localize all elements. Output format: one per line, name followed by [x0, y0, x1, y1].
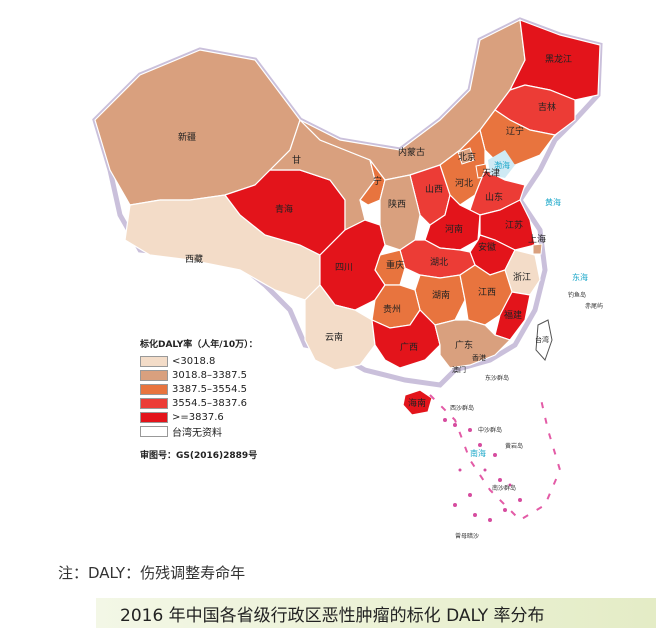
label-hainan: 海南 — [408, 397, 426, 409]
label-jiangsu: 江苏 — [505, 219, 523, 231]
label-jiangxi: 江西 — [478, 287, 496, 298]
label-donghai: 东海 — [572, 272, 588, 282]
province-hubei — [399, 239, 476, 279]
province-hainan — [402, 389, 433, 416]
label-nanhai: 南海 — [470, 448, 486, 458]
label-macau: 澳门 — [452, 365, 466, 374]
province-liaoning — [479, 109, 557, 166]
legend-swatch — [140, 355, 168, 367]
legend-item: 台湾无资料 — [140, 424, 258, 439]
label-shanxi: 山西 — [425, 184, 443, 195]
label-shandong: 山东 — [485, 191, 503, 203]
province-taiwan — [535, 319, 553, 361]
legend-item: 3554.5–3837.6 — [140, 396, 258, 410]
label-tianjin: 天津 — [482, 168, 500, 179]
footnote: 注：DALY：伤残调整寿命年 — [58, 564, 246, 582]
label-shanghai: 上海 — [528, 233, 546, 245]
label-diaoyu: 钓鱼岛 — [568, 291, 586, 299]
label-guangdong: 广东 — [455, 339, 473, 351]
label-zengmu: 曾母暗沙 — [455, 532, 479, 540]
label-huangyan: 黄岩岛 — [505, 442, 523, 450]
legend-label: <3018.8 — [172, 355, 216, 367]
label-chiwei: 赤尾屿 — [585, 302, 603, 310]
province-guangdong — [434, 319, 512, 369]
province-beijing — [457, 147, 475, 165]
bohai-sea — [488, 150, 515, 178]
map-legend: 标化DALY率（人年/10万）： <3018.8 3018.8–3387.5 3… — [140, 337, 258, 461]
label-beijing: 北京 — [458, 151, 476, 163]
label-taiwan: 台湾 — [535, 335, 549, 344]
label-heilongjiang: 黑龙江 — [545, 53, 572, 65]
label-chongqing: 重庆 — [386, 259, 404, 271]
legend-label: 台湾无资料 — [172, 427, 222, 439]
label-guizhou: 贵州 — [383, 303, 401, 315]
legend-label: 3387.5–3554.5 — [172, 383, 247, 395]
legend-label: >=3837.6 — [172, 411, 224, 423]
label-huanghai: 黄海 — [545, 197, 561, 207]
label-zhongsha: 中沙群岛 — [478, 426, 502, 434]
legend-swatch — [140, 383, 168, 395]
figure-caption: 2016 年中国各省级行政区恶性肿瘤的标化 DALY 率分布 — [96, 598, 656, 628]
nine-dash-line — [429, 394, 562, 522]
label-sichuan: 四川 — [335, 263, 353, 273]
legend-label: 3554.5–3837.6 — [172, 397, 247, 409]
label-anhui: 安徽 — [478, 241, 496, 253]
legend-swatch — [140, 411, 168, 423]
label-hunan: 湖南 — [432, 289, 450, 301]
legend-swatch — [140, 397, 168, 409]
label-nansha: 南沙群岛 — [492, 484, 516, 492]
label-jilin: 吉林 — [538, 101, 556, 113]
label-shaanxi: 陕西 — [388, 198, 406, 210]
legend-item: 3387.5–3554.5 — [140, 382, 258, 396]
label-qinghai: 青海 — [275, 203, 293, 215]
legend-swatch — [140, 425, 168, 437]
label-yunnan: 云南 — [325, 331, 343, 343]
sea-islands — [443, 418, 522, 522]
label-henan: 河南 — [445, 223, 463, 235]
label-hongkong: 香港 — [472, 353, 486, 362]
label-gansu: 甘 — [292, 154, 301, 166]
label-hubei: 湖北 — [430, 257, 448, 268]
label-xinjiang: 新疆 — [178, 131, 196, 143]
legend-swatch — [140, 369, 168, 381]
legend-item: >=3837.6 — [140, 410, 258, 424]
legend-title: 标化DALY率（人年/10万）： — [140, 340, 258, 350]
label-liaoning: 辽宁 — [506, 125, 524, 137]
province-shanghai — [532, 243, 543, 255]
legend-item: <3018.8 — [140, 354, 258, 368]
label-neimenggu: 内蒙古 — [398, 146, 425, 158]
label-zhejiang: 浙江 — [513, 271, 531, 283]
label-xizang: 西藏 — [185, 253, 203, 265]
label-fujian: 福建 — [504, 309, 522, 321]
legend-item: 3018.8–3387.5 — [140, 368, 258, 382]
legend-label: 3018.8–3387.5 — [172, 369, 247, 381]
review-number: 审图号：GS(2016)2889号 — [140, 451, 258, 461]
label-dongsha: 东沙群岛 — [485, 374, 509, 382]
label-bohai: 渤海 — [494, 160, 510, 170]
label-hebei: 河北 — [455, 177, 473, 189]
label-guangxi: 广西 — [400, 341, 418, 353]
china-map: 新疆 西藏 青海 甘 内蒙古 黑龙江 吉林 辽宁 北京 天津 河北 山西 宁 陕… — [92, 17, 603, 540]
label-xisha: 西沙群岛 — [450, 404, 474, 412]
label-ningxia: 宁 — [373, 175, 382, 187]
